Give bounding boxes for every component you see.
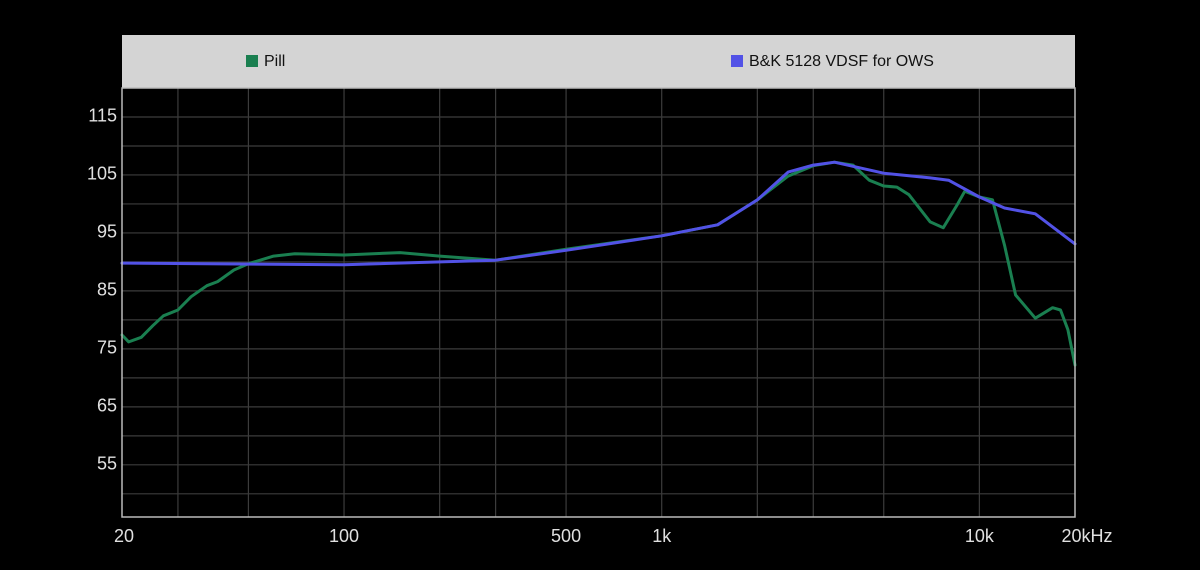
y-tick-label: 85 <box>97 280 117 300</box>
y-tick-label: 65 <box>97 396 117 416</box>
series-line <box>120 160 1077 267</box>
x-tick-label: 100 <box>329 526 359 546</box>
y-tick-label: 55 <box>97 454 117 474</box>
legend-swatch <box>246 55 258 67</box>
y-tick-label: 95 <box>97 222 117 242</box>
legend-band <box>122 35 1075 88</box>
x-tick-label: 10k <box>965 526 995 546</box>
x-tick-label: 1k <box>652 526 672 546</box>
legend-swatch <box>731 55 743 67</box>
plot-frame <box>121 87 1076 518</box>
y-tick-label: 105 <box>87 164 117 184</box>
legend-label: B&K 5128 VDSF for OWS <box>749 53 934 70</box>
legend-label: Pill <box>264 53 285 70</box>
y-tick-label: 75 <box>97 338 117 358</box>
y-tick-label: 115 <box>88 106 117 126</box>
x-tick-label: 20kHz <box>1061 526 1112 546</box>
x-tick-label: 20 <box>114 526 134 546</box>
x-tick-label: 500 <box>551 526 581 546</box>
